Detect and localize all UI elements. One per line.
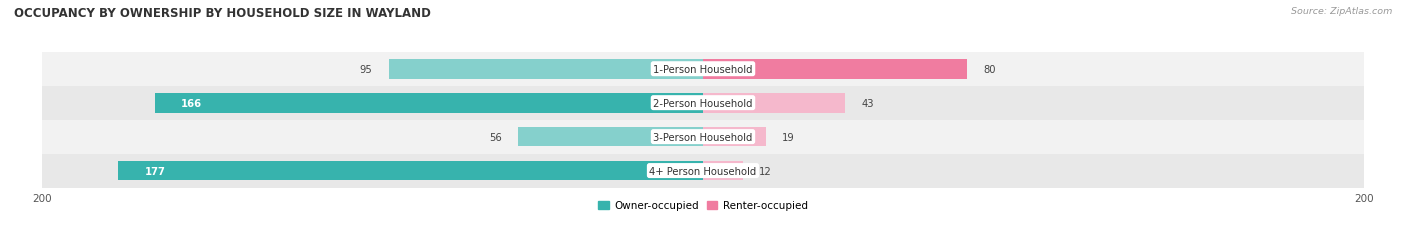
Text: 12: 12 — [759, 166, 772, 176]
Bar — [703, 127, 766, 147]
Bar — [389, 60, 703, 79]
Bar — [42, 86, 1364, 120]
Text: 56: 56 — [489, 132, 502, 142]
Legend: Owner-occupied, Renter-occupied: Owner-occupied, Renter-occupied — [595, 197, 811, 215]
Text: 19: 19 — [782, 132, 794, 142]
Text: 80: 80 — [984, 64, 997, 74]
Text: 2-Person Household: 2-Person Household — [654, 98, 752, 108]
Bar — [517, 127, 703, 147]
Bar — [155, 93, 703, 113]
Text: 177: 177 — [145, 166, 166, 176]
Bar — [42, 120, 1364, 154]
Bar — [118, 161, 703, 181]
Text: OCCUPANCY BY OWNERSHIP BY HOUSEHOLD SIZE IN WAYLAND: OCCUPANCY BY OWNERSHIP BY HOUSEHOLD SIZE… — [14, 7, 430, 20]
Bar — [703, 93, 845, 113]
Bar — [703, 161, 742, 181]
Text: 1-Person Household: 1-Person Household — [654, 64, 752, 74]
Text: 166: 166 — [181, 98, 202, 108]
Bar — [42, 52, 1364, 86]
Text: 95: 95 — [360, 64, 373, 74]
Text: 4+ Person Household: 4+ Person Household — [650, 166, 756, 176]
Text: 3-Person Household: 3-Person Household — [654, 132, 752, 142]
Bar — [42, 154, 1364, 188]
Bar — [703, 60, 967, 79]
Text: Source: ZipAtlas.com: Source: ZipAtlas.com — [1291, 7, 1392, 16]
Text: 43: 43 — [862, 98, 875, 108]
